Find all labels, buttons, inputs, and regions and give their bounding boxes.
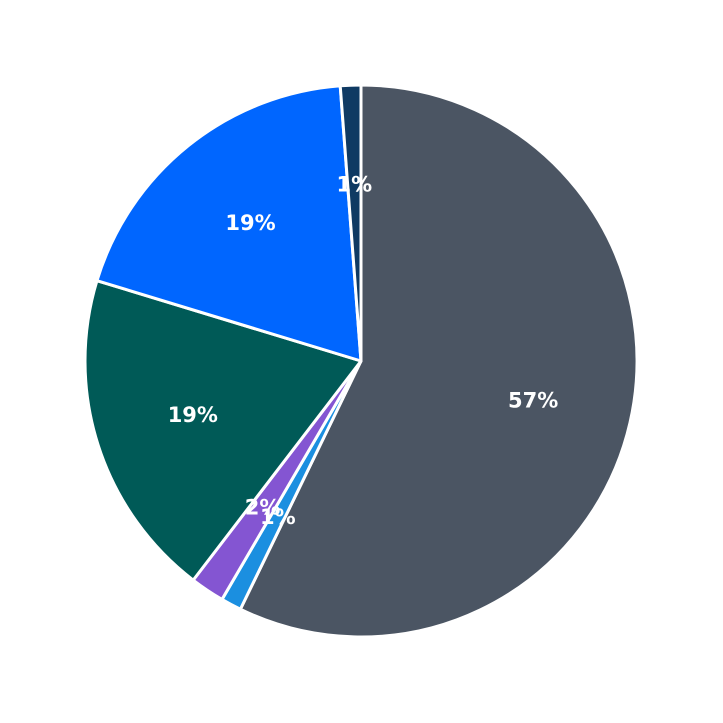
pie-slice-label-3: 19% bbox=[168, 403, 218, 427]
pie-slice-0 bbox=[238, 83, 639, 639]
pie-slice-4 bbox=[95, 84, 363, 363]
pie-slice-label-4: 19% bbox=[225, 211, 275, 235]
pie-slices bbox=[83, 83, 639, 639]
pie-slice-label-0: 57% bbox=[508, 389, 558, 413]
pie-slice-3 bbox=[83, 279, 363, 582]
pie-slice-label-2: 2% bbox=[245, 496, 281, 520]
pie-slice-label-5: 1% bbox=[337, 172, 373, 196]
pie-slice-label-1: 1% bbox=[260, 505, 296, 529]
pie-slice-5 bbox=[338, 83, 363, 363]
pie-labels: 57%1%2%19%19%1% bbox=[168, 172, 559, 528]
